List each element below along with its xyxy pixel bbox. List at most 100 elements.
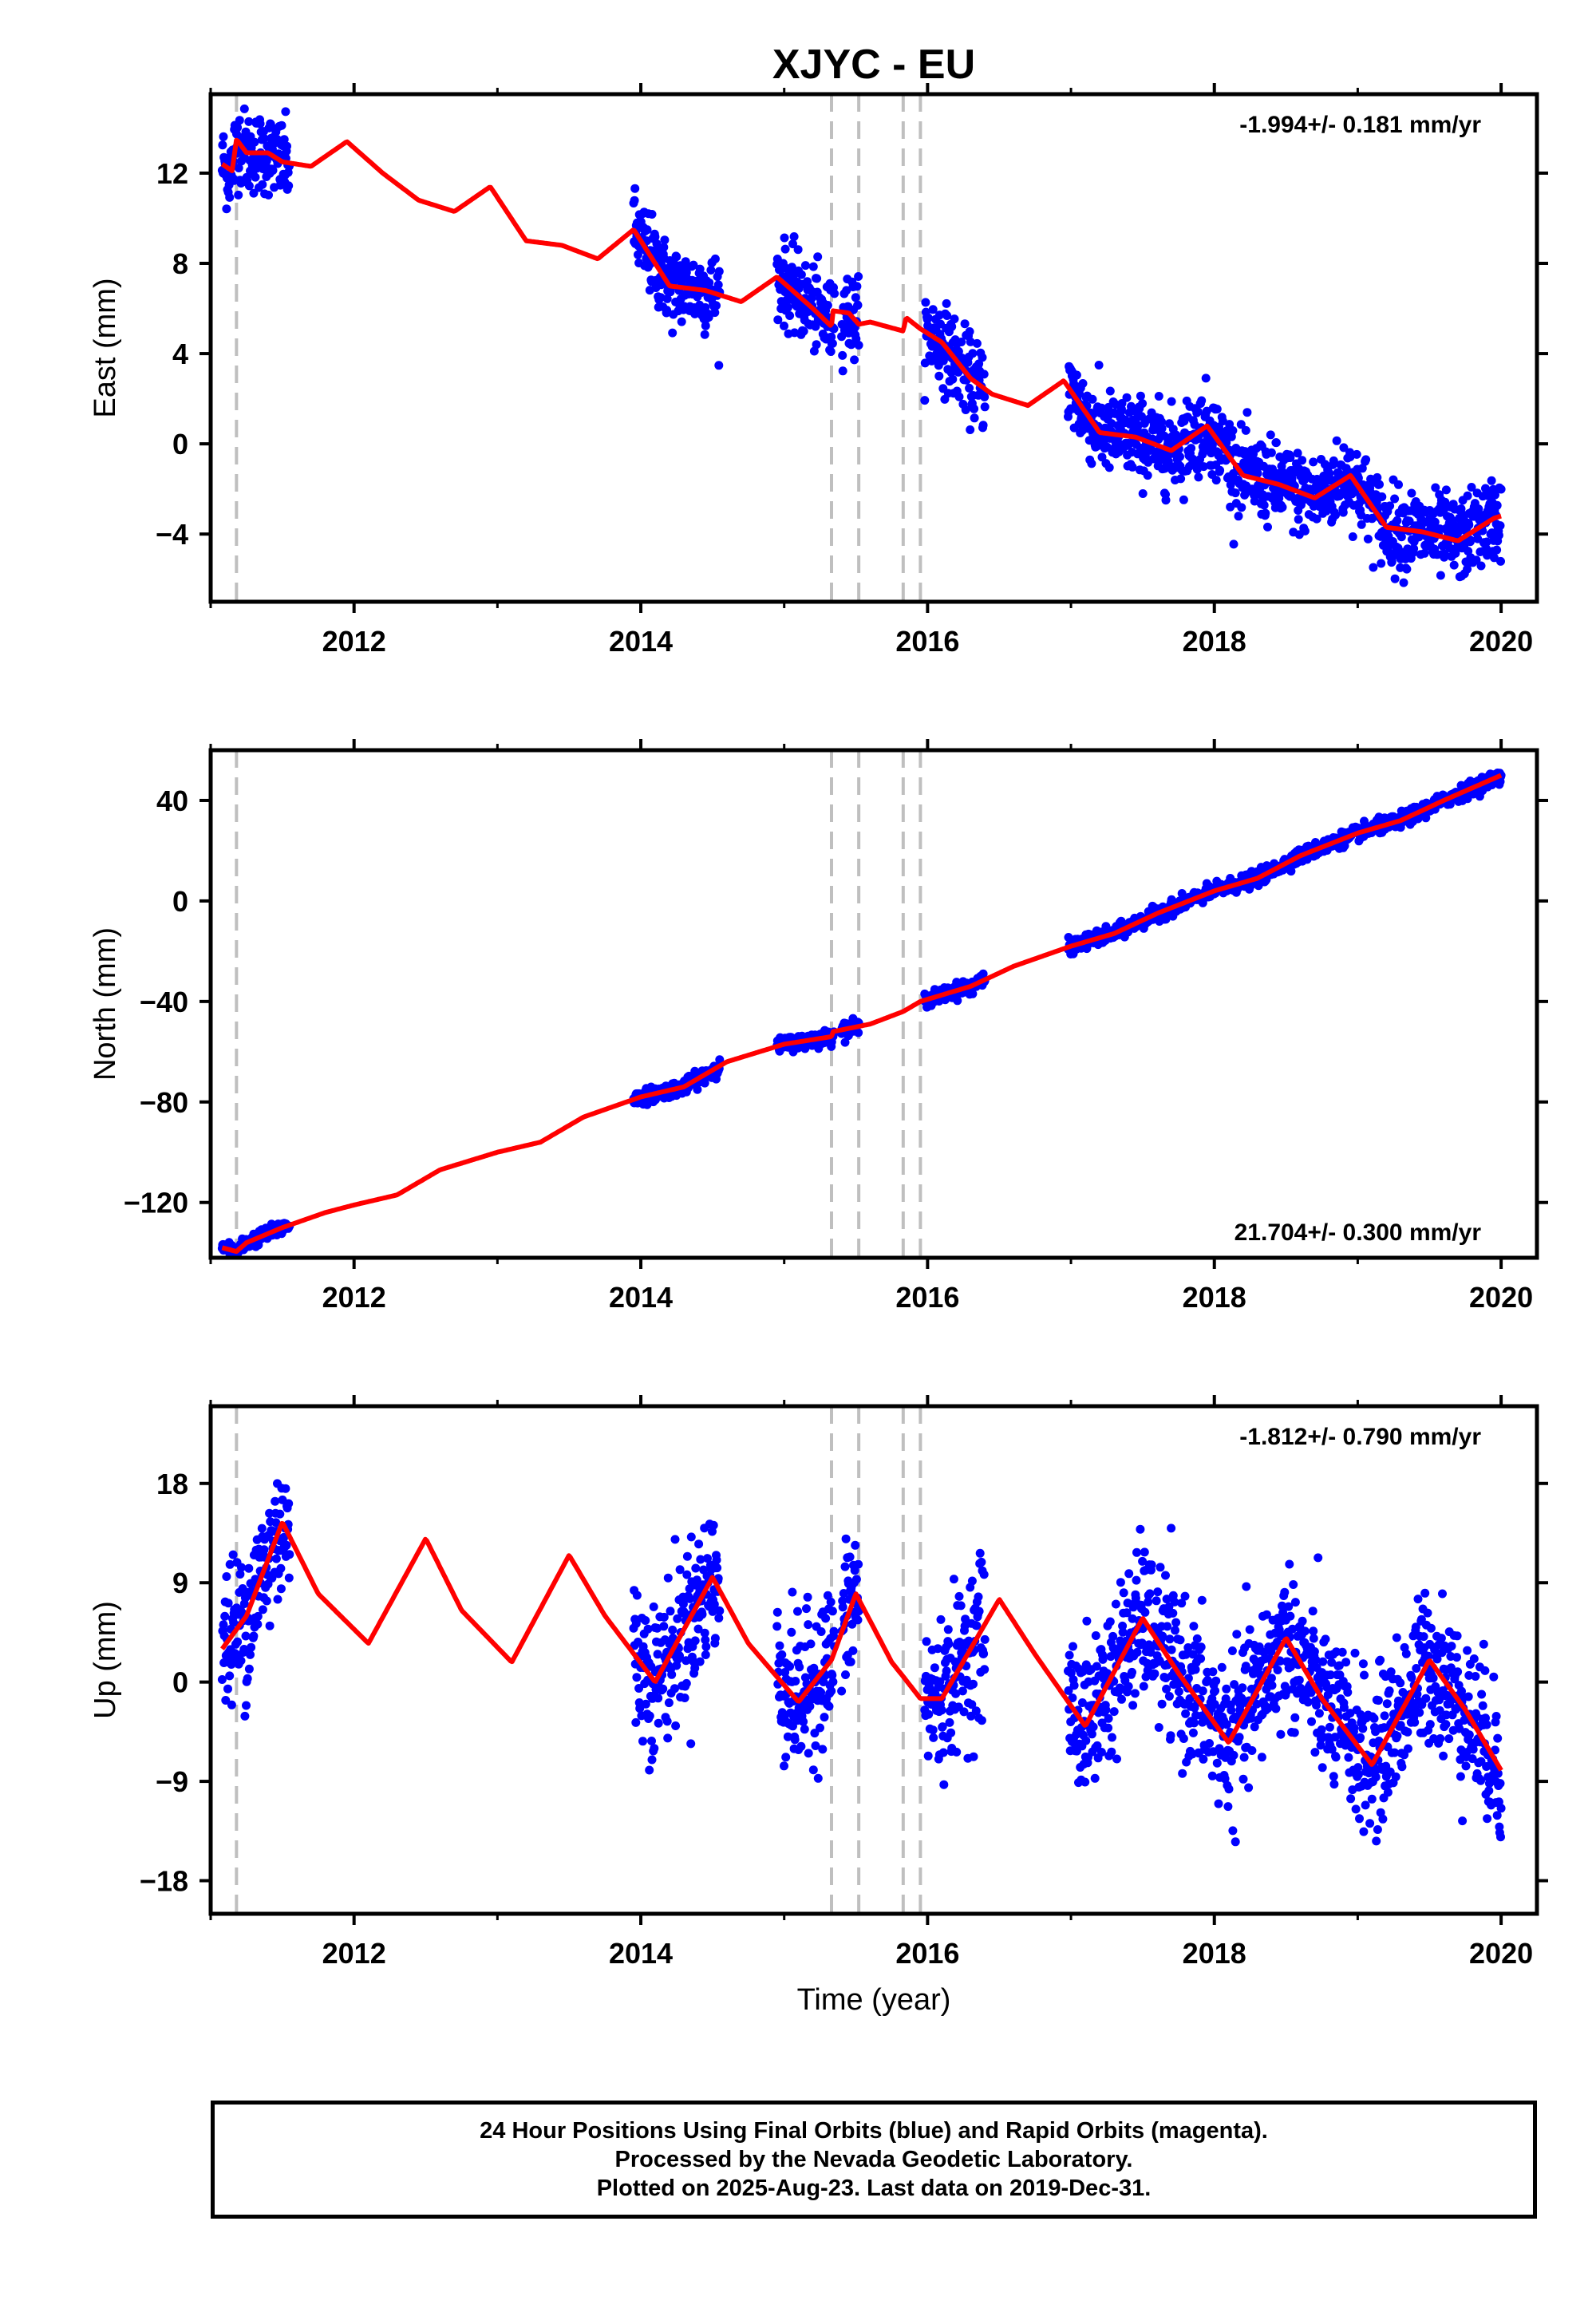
data-point (1420, 548, 1429, 558)
data-point (1353, 1770, 1363, 1779)
data-point (1415, 1708, 1424, 1717)
data-point (785, 311, 795, 320)
data-point (775, 1641, 784, 1650)
data-point (1329, 1772, 1338, 1781)
data-point (847, 340, 856, 350)
data-point (800, 1725, 809, 1734)
data-point (1421, 813, 1431, 823)
data-point (1171, 1626, 1179, 1635)
x-tick-label: 2016 (895, 1281, 959, 1314)
data-point (1191, 1665, 1200, 1674)
data-point (841, 1534, 851, 1543)
data-point (1297, 500, 1306, 510)
data-point (1360, 1670, 1369, 1680)
data-point (244, 1664, 254, 1674)
data-point (1280, 1587, 1290, 1597)
data-point (1339, 443, 1349, 453)
data-point (1441, 1720, 1451, 1729)
data-point (1398, 1688, 1408, 1697)
data-point (1286, 1611, 1295, 1621)
data-point (675, 1651, 684, 1661)
data-point (1376, 1655, 1385, 1665)
data-point (980, 1634, 990, 1644)
y-tick-label: −80 (140, 1086, 188, 1119)
data-point (1143, 471, 1152, 480)
data-point (980, 402, 990, 412)
data-point (1495, 521, 1505, 531)
data-point (1078, 379, 1088, 388)
data-point (1474, 504, 1483, 514)
data-point (972, 1621, 982, 1630)
data-point (249, 188, 259, 198)
data-point (1346, 1794, 1356, 1804)
data-point (1144, 1597, 1153, 1607)
data-point (662, 294, 672, 303)
data-point (1382, 1699, 1392, 1709)
data-point (1404, 1744, 1412, 1753)
data-point (948, 374, 958, 384)
data-point (1317, 1725, 1326, 1734)
model-line (220, 137, 1503, 543)
data-point (667, 1670, 677, 1679)
data-point (258, 1605, 267, 1614)
data-point (1357, 520, 1366, 529)
data-point (1491, 490, 1499, 500)
data-point (1361, 455, 1371, 464)
data-point (1196, 1642, 1206, 1652)
data-point (1394, 480, 1403, 489)
data-point (1430, 517, 1440, 527)
data-point (701, 1650, 710, 1659)
data-point (1109, 1707, 1119, 1717)
data-point (712, 301, 721, 310)
data-point (710, 1634, 720, 1643)
data-point (1436, 1734, 1445, 1743)
data-point (960, 319, 970, 329)
data-point (828, 1607, 837, 1616)
data-point (631, 1717, 641, 1727)
data-point (969, 1679, 978, 1689)
data-point (971, 1706, 981, 1716)
data-point (1229, 1750, 1238, 1760)
data-point (1116, 1578, 1125, 1587)
data-point (1092, 1662, 1101, 1671)
data-point (1298, 1616, 1307, 1626)
data-point (1231, 1837, 1240, 1847)
data-point (1312, 514, 1321, 524)
data-point (1202, 406, 1211, 416)
data-point (1447, 1642, 1456, 1651)
data-point (823, 301, 832, 310)
data-point (219, 132, 228, 141)
data-point (685, 1594, 695, 1603)
data-point (974, 1592, 983, 1602)
x-tick-label: 2012 (322, 1281, 386, 1314)
data-point (953, 996, 962, 1006)
data-point (1164, 1692, 1174, 1701)
data-point (1238, 1683, 1247, 1693)
data-point (790, 1735, 800, 1745)
data-point (1303, 1650, 1313, 1659)
data-point (220, 1611, 230, 1621)
data-point (690, 1663, 700, 1673)
data-point (225, 1671, 235, 1681)
data-point (1078, 1667, 1088, 1676)
data-point (850, 355, 859, 365)
data-point (1332, 436, 1341, 445)
data-point (1338, 508, 1348, 517)
data-point (685, 1584, 694, 1594)
data-point (645, 1711, 654, 1721)
data-point (257, 1524, 267, 1533)
data-point (928, 1725, 938, 1735)
data-point (1441, 485, 1451, 495)
data-point (704, 313, 713, 322)
data-point (968, 349, 978, 358)
data-point (1241, 425, 1250, 435)
data-point (1294, 515, 1303, 524)
data-point (1228, 1826, 1238, 1836)
data-point (1351, 1804, 1361, 1814)
data-point (1326, 1670, 1335, 1680)
data-point (1393, 1731, 1402, 1741)
data-point (675, 1565, 685, 1575)
data-point (236, 1656, 246, 1666)
data-point (237, 1563, 246, 1572)
